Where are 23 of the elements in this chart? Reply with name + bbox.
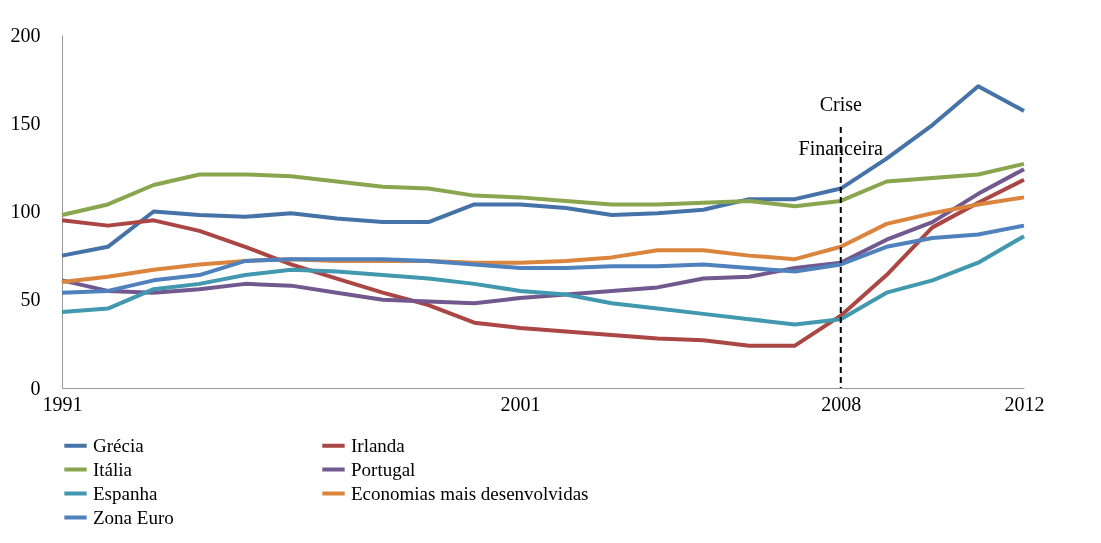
x-tick-label: 2001 [500,392,541,415]
line-series [60,223,1026,295]
legend-label: Itália [93,458,133,480]
x-tick-label: 2008 [821,392,862,415]
line-series [60,234,1026,327]
legend-label: Irlanda [351,434,406,456]
line-series [60,84,1026,258]
y-tick-label: 200 [10,23,41,46]
x-tick-label: 1991 [42,392,83,415]
y-tick-label: 50 [20,288,41,311]
legend-label: Espanha [93,482,158,504]
y-tick-label: 150 [10,111,41,134]
ref-line-label: Crise Financeira [798,93,884,159]
legend-label: Grécia [93,434,145,456]
x-tick-label: 2012 [1004,392,1045,415]
legend-label: Economias mais desenvolvidas [351,482,589,504]
y-tick-label: 0 [30,376,41,399]
line-series [60,161,1026,218]
legend-label: Zona Euro [93,506,174,528]
line-series [60,167,1026,306]
line-series [60,177,1026,348]
y-tick-label: 100 [10,200,41,222]
legend-label: Portugal [351,458,416,480]
